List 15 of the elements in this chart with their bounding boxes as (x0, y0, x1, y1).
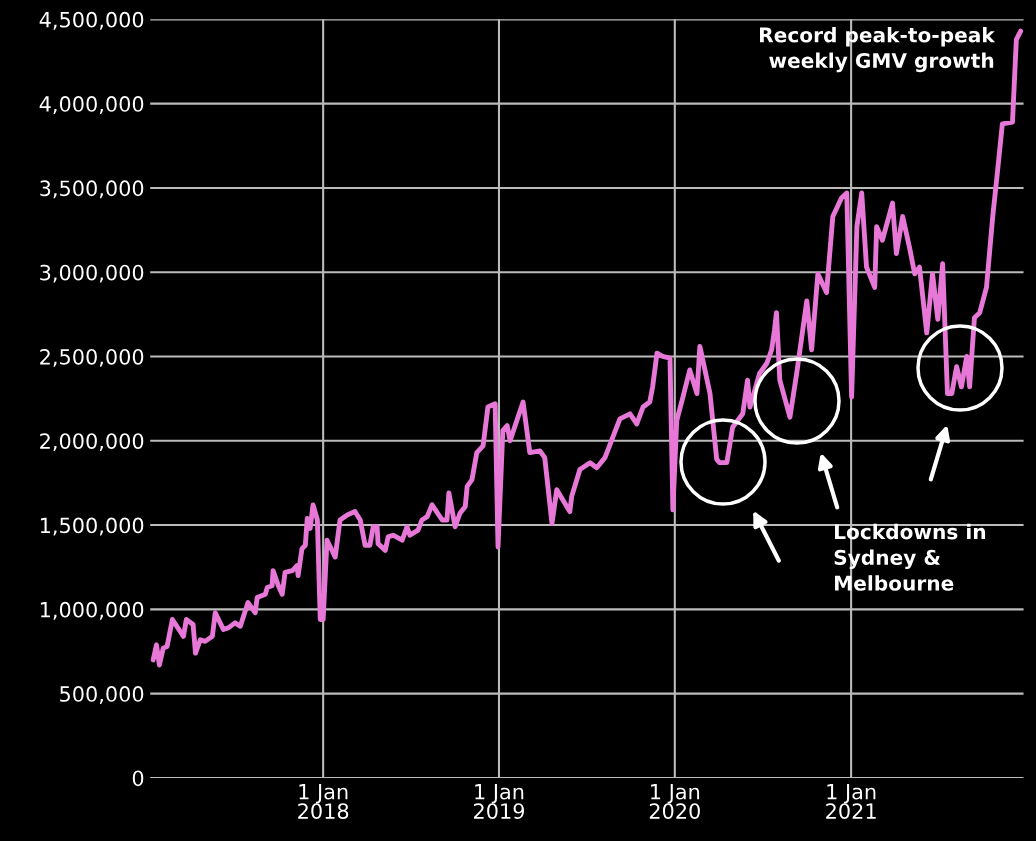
y-tick-label: 500,000 (60, 686, 144, 704)
y-tick-label: 4,500,000 (39, 11, 144, 30)
y-tick-label: 2,000,000 (40, 433, 144, 452)
y-tick-label: 3,000,000 (40, 264, 144, 283)
y-tick-label: 2,500,000 (40, 348, 144, 367)
y-tick-label: 4,000,000 (39, 96, 144, 114)
y-tick-label: 1,500,000 (40, 517, 144, 536)
x-tick-label: 1 Jan 2018 (298, 784, 349, 819)
x-tick-label: 1 Jan 2020 (649, 784, 700, 819)
x-tick-label: 1 Jan 2019 (474, 784, 525, 819)
line-series (150, 28, 1024, 668)
y-tick-label: 3,500,000 (40, 180, 144, 199)
x-tick-label: 1 Jan 2021 (826, 784, 876, 819)
y-tick-label: 0 (132, 770, 144, 787)
y-tick-label: 1,000,000 (40, 601, 144, 620)
